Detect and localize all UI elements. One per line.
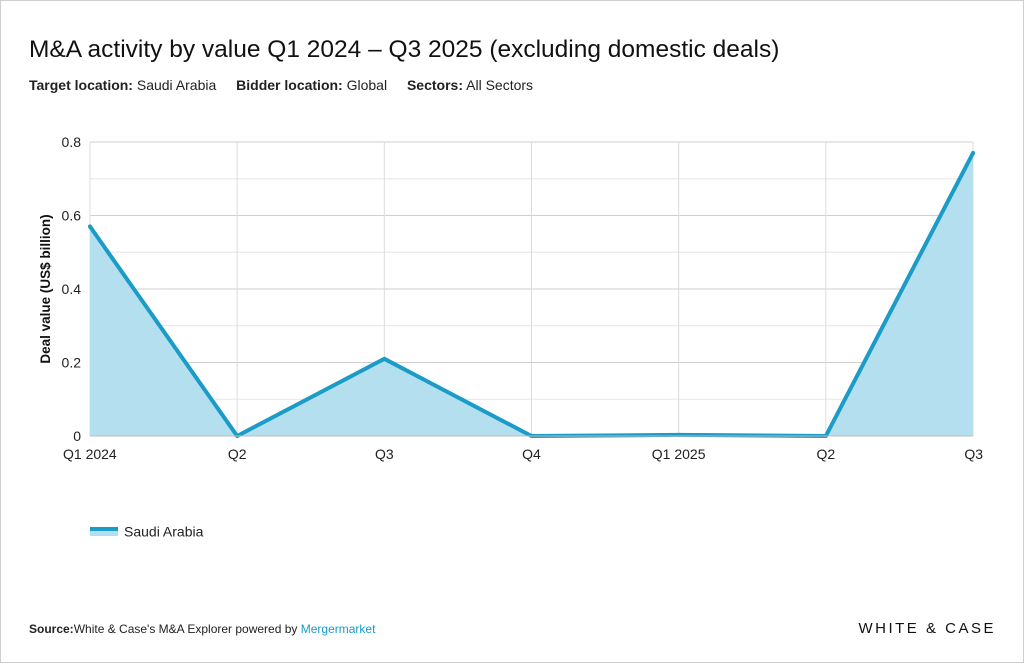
filter-target-location: Target location: Saudi Arabia: [29, 77, 216, 93]
chart-legend[interactable]: Saudi Arabia: [90, 522, 203, 539]
data-point: [971, 151, 975, 156]
series-area-saudi-arabia: [90, 153, 973, 436]
data-point: [88, 224, 92, 229]
legend-label-saudi-arabia: Saudi Arabia: [124, 523, 204, 540]
filter-summary: Target location: Saudi Arabia Bidder loc…: [29, 77, 549, 93]
area-chart: 0 0.2 0.4 0.6 0.8 Q1 2024 Q2 Q3 Q4 Q1 2025 Q2 Q3 Dea…: [38, 134, 983, 462]
y-tick-label: 0.4: [62, 281, 82, 297]
y-axis-label: Deal value (US$ billion): [38, 214, 53, 363]
chart-title: M&A activity by value Q1 2024 – Q3 2025 …: [29, 36, 780, 63]
data-point: [382, 356, 387, 361]
filter-sectors: Sectors: All Sectors: [407, 77, 533, 93]
filter-sectors-value: All Sectors: [466, 77, 534, 93]
filter-target-label: Target location:: [29, 77, 133, 93]
source-text: White & Case's M&A Explorer powered by: [73, 622, 298, 636]
brand-logo: WHITE & CASE: [858, 620, 996, 637]
x-tick-label: Q1 2025: [652, 446, 706, 462]
legend-swatch-saudi-arabia: [90, 526, 118, 536]
y-tick-label: 0.6: [62, 208, 82, 224]
x-tick-label: Q3: [964, 446, 983, 462]
y-tick-label: 0: [73, 428, 81, 444]
source-note: Source:White & Case's M&A Explorer power…: [29, 622, 375, 636]
x-tick-label: Q2: [228, 446, 247, 462]
filter-target-value: Saudi Arabia: [136, 77, 217, 93]
y-tick-label: 0.8: [62, 134, 82, 150]
x-tick-label: Q1 2024: [63, 446, 117, 462]
filter-bidder-location: Bidder location: Global: [236, 77, 387, 93]
filter-bidder-value: Global: [346, 77, 388, 93]
y-tick-label: 0.2: [62, 355, 82, 371]
filter-sectors-label: Sectors:: [406, 77, 463, 93]
source-label: Source:: [29, 622, 74, 636]
x-tick-label: Q3: [375, 446, 394, 462]
x-tick-label: Q4: [522, 446, 541, 462]
filter-bidder-label: Bidder location:: [236, 77, 343, 93]
source-link-mergermarket[interactable]: Mergermarket: [300, 622, 376, 636]
x-tick-label: Q2: [816, 446, 835, 462]
